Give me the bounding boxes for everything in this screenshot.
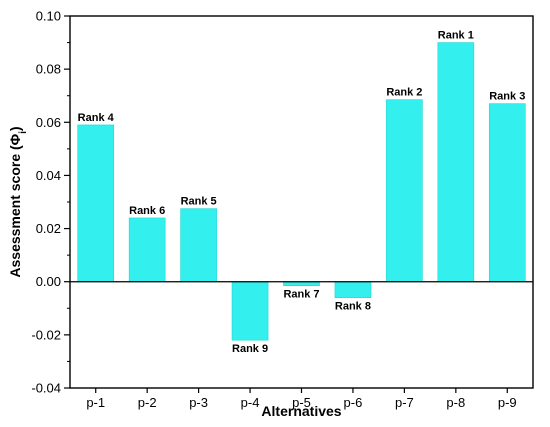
x-axis-title: Alternatives: [261, 403, 341, 419]
y-tick-label: 0.04: [36, 168, 61, 183]
data-label-p-1: Rank 4: [78, 112, 115, 124]
chart-marks: Rank 4 Rank 6 Rank 5 Rank 9 Rank 7 Rank 8 Rank…: [77, 30, 526, 355]
y-axis-title-subscript: i: [18, 131, 29, 134]
data-label-p-4: Rank 9: [232, 343, 268, 355]
data-label-p-2: Rank 6: [129, 205, 165, 217]
data-label-p-9: Rank 3: [489, 91, 525, 103]
data-label-p-8: Rank 1: [438, 30, 474, 42]
y-axis-title-main: Assessment score (Φ: [7, 133, 23, 277]
x-tick-label: p-2: [138, 395, 157, 410]
data-label-p-6: Rank 8: [335, 301, 371, 313]
chart-axes: -0.04 -0.02 0.00 0.02 0.04 0.06 0.08 0.10 p-1 p-2…: [31, 9, 534, 410]
bar-p-2: [128, 217, 166, 283]
y-axis-title-suffix: ): [7, 126, 23, 131]
x-tick-label: p-6: [344, 395, 363, 410]
x-tick-label: p-3: [189, 395, 208, 410]
bar-p-3: [180, 208, 217, 283]
x-tick-label: p-7: [395, 395, 414, 410]
data-label-p-5: Rank 7: [283, 289, 319, 301]
x-tick-label: p-9: [498, 395, 517, 410]
x-tick-label: p-4: [241, 395, 260, 410]
x-tick-label: p-8: [446, 395, 465, 410]
y-tick-label: -0.02: [31, 327, 61, 342]
bar-p-8: [437, 42, 475, 283]
x-tick-label: p-5: [292, 395, 311, 410]
bar-p-7: [386, 99, 423, 283]
bar-p-4: [231, 281, 269, 341]
y-tick-label: 0.00: [36, 274, 61, 289]
bar-p-1: [77, 124, 115, 283]
y-tick-label: 0.10: [36, 9, 61, 24]
y-axis-title: Assessment score (Φi): [7, 126, 29, 277]
y-tick-label: 0.02: [36, 221, 61, 236]
x-tick-label: p-1: [86, 395, 105, 410]
y-tick-label: 0.08: [36, 62, 61, 77]
data-label-p-3: Rank 5: [181, 196, 217, 208]
data-label-p-7: Rank 2: [386, 87, 422, 99]
y-tick-label: -0.04: [31, 381, 61, 396]
y-tick-label: 0.06: [36, 115, 61, 130]
bar-p-6: [334, 281, 372, 298]
bar-p-9: [488, 103, 526, 283]
